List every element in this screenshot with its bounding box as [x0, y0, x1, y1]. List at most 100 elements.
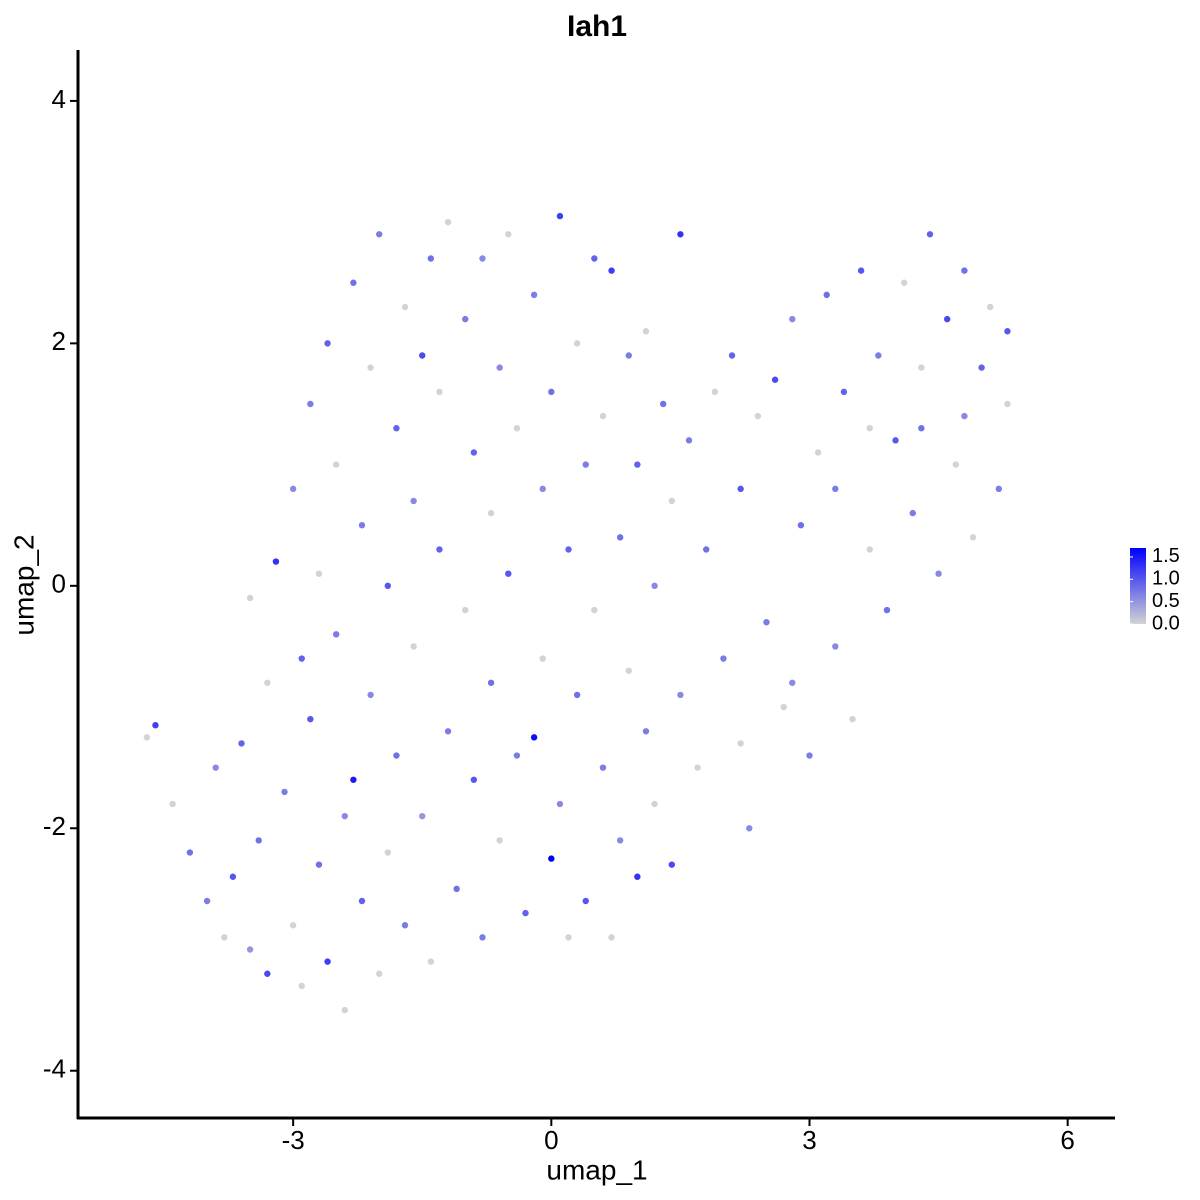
point [444, 728, 452, 735]
point [548, 388, 555, 396]
point [642, 728, 650, 735]
point [272, 558, 280, 565]
points [143, 212, 1011, 1014]
point [393, 425, 400, 432]
point [324, 958, 331, 965]
point [918, 425, 925, 432]
point [444, 218, 452, 226]
point [677, 231, 684, 238]
point [496, 837, 503, 844]
point [720, 655, 727, 662]
point [169, 800, 176, 808]
point [625, 352, 632, 359]
point [143, 734, 151, 741]
point [668, 861, 676, 868]
colorbar [1130, 548, 1146, 624]
point [462, 606, 469, 614]
point [892, 437, 899, 444]
point [909, 509, 916, 517]
point [556, 800, 564, 808]
colorbar-tick-label: 0.0 [1152, 612, 1180, 634]
point [737, 740, 744, 747]
point [289, 922, 297, 929]
point [298, 655, 305, 662]
point [866, 425, 873, 432]
point [246, 946, 254, 953]
point [410, 497, 417, 505]
point [238, 740, 245, 747]
point [582, 461, 589, 468]
point [780, 703, 787, 711]
point [763, 618, 770, 626]
point [694, 764, 701, 771]
point [711, 388, 719, 396]
point [453, 885, 460, 893]
point [229, 873, 237, 880]
point [298, 982, 305, 990]
point [625, 667, 632, 674]
point [479, 255, 486, 262]
point [548, 855, 555, 862]
point [436, 546, 443, 553]
x-tick-label: -3 [282, 1125, 305, 1155]
point [995, 485, 1003, 493]
point [539, 655, 546, 662]
point [754, 412, 762, 420]
y-tick-label: 0 [52, 569, 66, 599]
point [384, 849, 392, 856]
point [307, 715, 314, 723]
point [556, 212, 564, 220]
point [668, 497, 676, 505]
point [341, 1006, 348, 1014]
point [393, 752, 400, 759]
point [582, 897, 589, 905]
point [926, 231, 934, 238]
y-tick-label: 4 [52, 84, 66, 114]
point [651, 800, 658, 808]
point [840, 388, 848, 396]
point [814, 449, 822, 456]
point [573, 340, 581, 347]
point [565, 934, 572, 941]
point [943, 315, 951, 323]
point [419, 352, 426, 359]
point [264, 679, 271, 686]
point [823, 291, 830, 299]
point [470, 776, 478, 783]
point [565, 546, 572, 553]
point [659, 400, 667, 408]
point [152, 722, 159, 729]
point [591, 255, 598, 262]
point [505, 231, 512, 238]
colorbar-tick-label: 0.5 [1152, 590, 1180, 612]
point [771, 376, 779, 383]
point [969, 534, 977, 541]
point [419, 812, 426, 820]
point [427, 255, 435, 262]
point [376, 970, 383, 977]
point [634, 461, 641, 468]
point [470, 449, 478, 456]
point [332, 461, 340, 468]
point [281, 788, 288, 796]
point [513, 752, 521, 759]
x-axis-label: umap_1 [546, 1154, 647, 1185]
point [608, 267, 615, 274]
y-tick-label: -4 [43, 1054, 66, 1084]
point [487, 679, 495, 686]
point [350, 776, 357, 783]
x-tick-label: 6 [1060, 1125, 1074, 1155]
point [410, 643, 417, 650]
point [358, 897, 366, 905]
point [332, 631, 340, 638]
point [1004, 400, 1011, 408]
point [608, 934, 615, 941]
point [513, 425, 521, 432]
point [806, 752, 813, 759]
point [350, 279, 357, 286]
y-tick-label: 2 [52, 326, 66, 356]
point [685, 437, 693, 444]
point [642, 328, 650, 335]
point [479, 934, 486, 941]
point [505, 570, 512, 577]
